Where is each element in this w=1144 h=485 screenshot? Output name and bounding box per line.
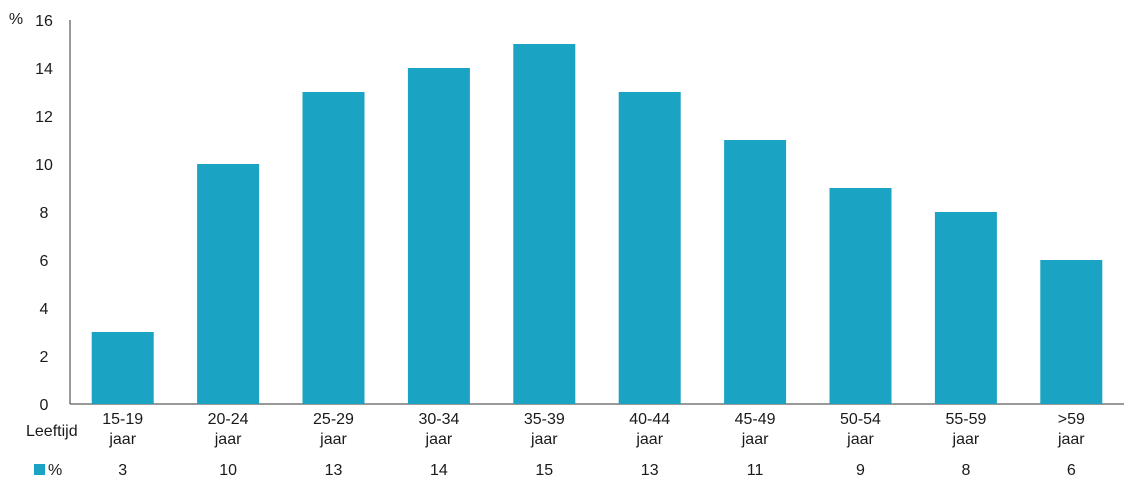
bar-50-54 xyxy=(829,188,892,404)
x-tick-label-line1: 45-49 xyxy=(735,411,776,428)
x-tick-label-line2: jaar xyxy=(425,431,453,448)
y-tick-label: 2 xyxy=(40,349,49,366)
data-value-label: 13 xyxy=(325,462,343,479)
x-tick-label-line1: 40-44 xyxy=(629,411,670,428)
legend-swatch xyxy=(34,464,45,475)
bar-45-49 xyxy=(724,140,787,404)
data-value-label: 15 xyxy=(535,462,553,479)
x-axis-labels: 15-19 jaar 20-24 jaar 25-29 jaar 30-34 jaar 35-3… xyxy=(102,411,1085,448)
bar-40-44 xyxy=(618,92,681,404)
x-tick-label-line2: jaar xyxy=(108,431,136,448)
y-axis-unit-label: % xyxy=(9,11,23,28)
x-tick-label-line2: jaar xyxy=(1057,431,1085,448)
data-value-label: 13 xyxy=(641,462,659,479)
data-value-label: 6 xyxy=(1067,462,1076,479)
y-tick-label: 14 xyxy=(35,61,53,78)
y-tick-label: 12 xyxy=(35,109,53,126)
x-tick-label-line2: jaar xyxy=(846,431,874,448)
x-tick-label-line1: 35-39 xyxy=(524,411,565,428)
x-tick-label-line2: jaar xyxy=(214,431,242,448)
x-tick-label-line1: 25-29 xyxy=(313,411,354,428)
data-value-label: 8 xyxy=(961,462,970,479)
bar-25-29 xyxy=(302,92,365,404)
x-tick-label-line2: jaar xyxy=(319,431,347,448)
y-tick-label: 4 xyxy=(40,301,49,318)
x-tick-label-line1: 20-24 xyxy=(208,411,249,428)
bar->59 xyxy=(1040,260,1103,404)
legend-label: % xyxy=(48,462,62,479)
bar-20-24 xyxy=(197,164,260,404)
x-tick-label-line1: 15-19 xyxy=(102,411,143,428)
y-tick-label: 10 xyxy=(35,157,53,174)
x-tick-label-line2: jaar xyxy=(741,431,769,448)
y-axis-ticks: 0 2 4 6 8 10 12 14 16 xyxy=(35,13,53,414)
data-value-label: 10 xyxy=(219,462,237,479)
data-value-label: 11 xyxy=(747,462,764,479)
x-tick-label-line2: jaar xyxy=(952,431,980,448)
x-tick-label-line2: jaar xyxy=(635,431,663,448)
bar-15-19 xyxy=(91,332,154,404)
data-value-label: 14 xyxy=(430,462,448,479)
data-value-label: 3 xyxy=(118,462,127,479)
y-tick-label: 6 xyxy=(40,253,49,270)
leeftijd-row-label: Leeftijd xyxy=(26,423,78,440)
x-tick-label-line1: >59 xyxy=(1058,411,1085,428)
y-tick-label: 16 xyxy=(35,13,53,30)
data-value-label: 9 xyxy=(856,462,865,479)
x-tick-label-line1: 30-34 xyxy=(418,411,459,428)
bar-30-34 xyxy=(407,68,470,404)
data-table-values: 3 10 13 14 15 13 11 9 8 6 xyxy=(118,462,1076,479)
y-tick-label: 8 xyxy=(40,205,49,222)
bar-55-59 xyxy=(934,212,997,404)
bars xyxy=(91,44,1103,404)
x-tick-label-line1: 50-54 xyxy=(840,411,881,428)
y-tick-label: 0 xyxy=(40,397,49,414)
x-tick-label-line2: jaar xyxy=(530,431,558,448)
bar-35-39 xyxy=(513,44,576,404)
x-tick-label-line1: 55-59 xyxy=(945,411,986,428)
